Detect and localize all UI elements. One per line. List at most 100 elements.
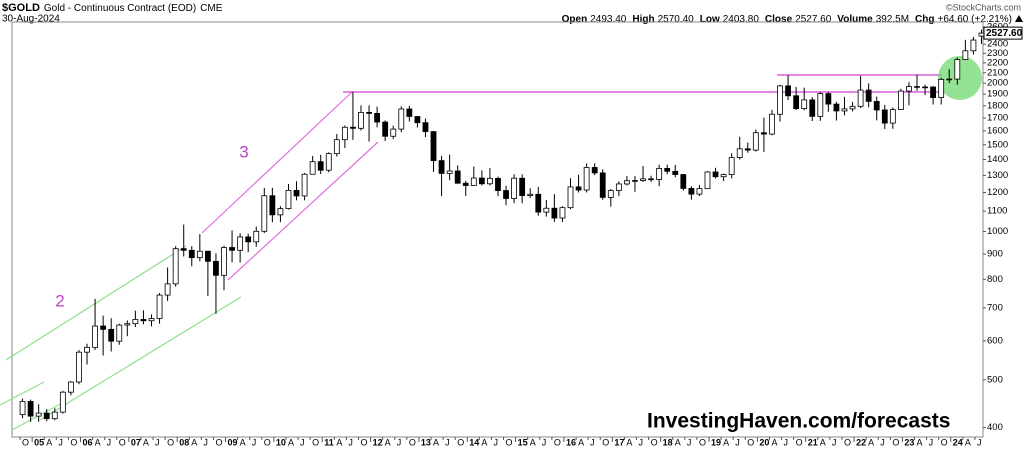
- header-value: 2403.80: [723, 14, 760, 25]
- candle-body: [422, 122, 429, 133]
- candle-body: [777, 85, 783, 115]
- x-tick-label: O: [602, 437, 609, 447]
- x-tick-label: J: [493, 437, 498, 447]
- candle-body: [172, 248, 179, 285]
- candle-body: [672, 170, 679, 175]
- candle-body: [68, 381, 74, 393]
- candle-body: [728, 157, 735, 175]
- candle-body: [688, 188, 695, 195]
- y-tick-label: 1100: [987, 206, 1007, 217]
- x-tick-label: O: [747, 437, 754, 447]
- candle-body: [495, 177, 501, 191]
- symbol: $GOLD: [2, 2, 40, 14]
- x-tick-label: A: [46, 437, 52, 447]
- candle-body: [922, 86, 928, 89]
- header-label: Open: [562, 14, 588, 25]
- candle-body: [301, 173, 308, 197]
- x-tick-label: 23: [904, 437, 914, 447]
- y-tick-label: 2400: [987, 39, 1008, 50]
- x-tick-label: O: [360, 437, 367, 447]
- x-tick-label: 19: [711, 437, 721, 447]
- candle-body: [277, 208, 284, 216]
- x-tick-label: O: [264, 437, 271, 447]
- candle-body: [785, 85, 791, 97]
- x-tick-label: 06: [82, 437, 92, 447]
- candle-body: [229, 247, 235, 251]
- candle-body: [865, 89, 872, 102]
- candle-body: [487, 177, 493, 185]
- candle-body: [390, 128, 397, 137]
- candle-body: [269, 195, 276, 216]
- candle-body: [253, 230, 260, 243]
- trend-line: [5, 245, 187, 361]
- x-tick-label: J: [880, 437, 885, 447]
- watermark: InvestingHaven.com/forecasts: [647, 410, 950, 433]
- y-tick-label: 900: [987, 249, 1003, 260]
- x-tick-label: A: [917, 437, 923, 447]
- candle-body: [325, 153, 332, 171]
- x-tick-label: A: [481, 437, 487, 447]
- y-tick-label: 600: [987, 335, 1003, 346]
- x-tick-label: A: [578, 437, 584, 447]
- y-tick-label: 2300: [987, 48, 1008, 59]
- wave-label: 2: [55, 291, 64, 310]
- y-tick-label: 1000: [987, 226, 1008, 237]
- x-tick-label: O: [167, 437, 174, 447]
- x-tick-label: 15: [518, 437, 528, 447]
- candle-body: [511, 177, 517, 199]
- x-tick-label: O: [70, 437, 77, 447]
- x-tick-label: J: [58, 437, 63, 447]
- x-tick-label: A: [965, 437, 971, 447]
- y-tick-label: 1800: [987, 100, 1008, 111]
- x-tick-label: 11: [324, 437, 334, 447]
- chart-date: 30-Aug-2024: [2, 14, 60, 25]
- candle-body: [583, 167, 590, 191]
- candle-body: [285, 189, 292, 210]
- header-label: Low: [700, 14, 720, 25]
- candle-body: [664, 168, 671, 172]
- candle-body: [43, 412, 50, 420]
- x-tick-label: J: [155, 437, 160, 447]
- candle-body: [640, 178, 646, 181]
- channel-line: [201, 91, 353, 234]
- candle-body: [809, 99, 816, 117]
- x-tick-label: O: [22, 437, 29, 447]
- change-arrow: [1015, 15, 1023, 22]
- x-tick-label: A: [868, 437, 874, 447]
- candle-body: [736, 148, 743, 158]
- x-tick-label: A: [723, 437, 729, 447]
- candle-body: [19, 401, 26, 416]
- header-label: High: [632, 14, 654, 25]
- channel-line: [227, 141, 379, 281]
- chart-header: $GOLD Gold - Continuous Contract (EOD) CME: [2, 2, 223, 14]
- x-tick-label: J: [639, 437, 644, 447]
- x-tick-label: 07: [131, 437, 141, 447]
- x-tick-label: A: [288, 437, 294, 447]
- candle-body: [833, 103, 840, 112]
- source: ©StockCharts.com: [946, 2, 1021, 12]
- candle-body: [575, 186, 582, 191]
- x-tick-label: J: [300, 437, 305, 447]
- candle-body: [76, 351, 82, 383]
- candle-body: [535, 193, 542, 213]
- candle-body: [849, 105, 856, 110]
- candle-body: [599, 172, 606, 198]
- annotations: [0, 56, 982, 431]
- x-tick-label: A: [240, 437, 246, 447]
- x-tick-label: 18: [663, 437, 673, 447]
- candle-body: [350, 126, 356, 129]
- x-tick-label: J: [107, 437, 112, 447]
- wave-label: 3: [239, 142, 248, 161]
- exchange: CME: [200, 3, 223, 14]
- candle-body: [382, 121, 389, 137]
- candle-body: [341, 126, 348, 141]
- candle-body: [51, 411, 58, 420]
- candle-body: [680, 174, 687, 189]
- candle-body: [938, 78, 945, 98]
- x-tick-label: 22: [856, 437, 866, 447]
- x-tick-label: A: [771, 437, 777, 447]
- x-tick-label: J: [542, 437, 547, 447]
- candle-body: [881, 109, 888, 124]
- x-tick-label: A: [626, 437, 632, 447]
